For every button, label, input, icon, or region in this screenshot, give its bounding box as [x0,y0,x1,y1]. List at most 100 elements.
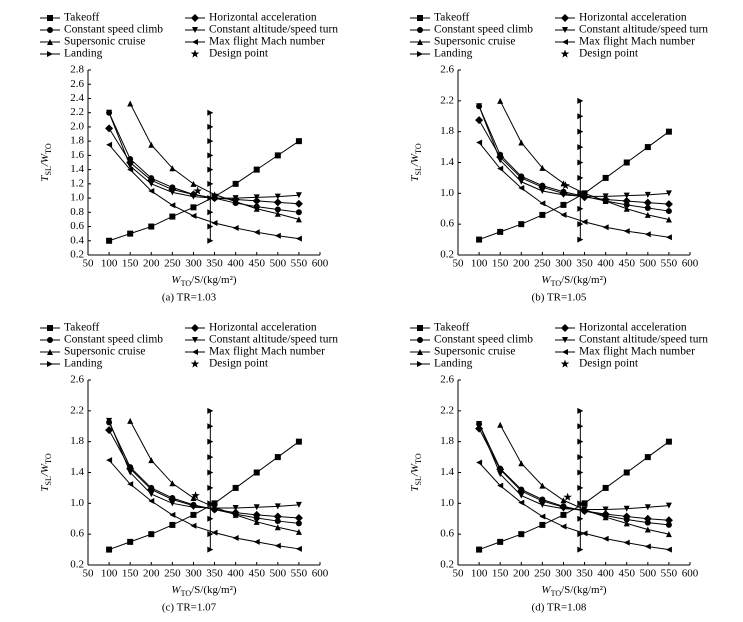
legend-marker [417,349,423,355]
legend-marker [47,27,53,33]
x-tick-label: 400 [227,568,244,580]
point-marker [563,492,572,501]
x-axis-label-part: /S/(kg/m²) [191,274,237,286]
y-tick-label: 2.6 [440,374,454,386]
y-axis-label-part: /W [409,463,421,477]
point-marker [253,229,260,236]
legend-label: Horizontal acceleration [579,12,687,24]
point-marker [665,190,672,197]
point-marker [252,196,261,205]
legend-label: Constant speed climb [434,24,533,36]
point-marker [518,460,525,467]
x-axis-label-part: /S/(kg/m²) [191,584,237,596]
point-marker [476,546,483,553]
point-marker [211,191,218,198]
point-marker [148,457,155,464]
point-marker [665,531,672,538]
point-marker [169,500,176,507]
point-marker [148,491,155,498]
x-tick-label: 50 [453,258,465,270]
legend-marker [47,15,53,21]
legend-marker [561,324,569,332]
point-marker [665,128,672,135]
x-tick-label: 500 [640,258,657,270]
point-marker [295,209,302,216]
point-marker [169,480,176,487]
legend-marker [562,27,568,33]
point-marker [207,531,214,538]
legend-marker [560,49,570,58]
point-marker [207,515,214,522]
x-tick-label: 100 [101,568,118,580]
x-tick-label: 100 [101,258,118,270]
point-marker [644,144,651,151]
point-marker [127,481,134,488]
legend-label: Design point [209,358,269,370]
x-tick-label: 50 [83,568,95,580]
x-tick-label: 250 [534,258,551,270]
point-marker [253,538,260,545]
x-tick-label: 450 [618,258,635,270]
x-tick-label: 400 [597,568,614,580]
point-marker [665,438,672,445]
point-marker [169,521,176,528]
point-marker [623,469,630,476]
legend-marker [47,349,53,355]
point-marker [232,224,239,231]
legend-label: Landing [434,358,473,370]
y-tick-label: 2.4 [70,92,84,104]
point-marker [560,511,567,518]
point-marker [561,181,570,190]
point-marker [207,109,214,116]
y-tick-label: 1.0 [440,187,454,199]
x-tick-label: 450 [248,568,265,580]
series-line [478,441,670,551]
y-axis-label: TSL/WTO [39,453,54,491]
y-axis-label: TSL/WTO [39,143,54,181]
point-marker [207,138,214,145]
legend-marker [417,15,423,21]
point-marker [211,219,218,226]
point-marker [664,516,673,525]
point-marker [476,459,483,466]
y-axis-label-part: /W [39,153,51,167]
legend-label: Constant speed climb [434,334,533,346]
point-marker [476,139,483,146]
legend-label: Horizontal acceleration [209,322,317,334]
series-line [478,428,669,521]
legend-marker [47,361,53,367]
series-line [108,144,299,240]
point-marker [497,538,504,545]
caption: (d) TR=1.08 [532,602,587,614]
point-marker [497,165,504,172]
point-marker [190,511,197,518]
series-line [478,423,669,510]
x-tick-label: 50 [83,258,95,270]
legend-label: Supersonic cruise [434,346,515,358]
legend-label: Horizontal acceleration [209,12,317,24]
point-marker [518,492,525,499]
x-tick-label: 100 [471,568,488,580]
point-marker [295,138,302,145]
point-marker [274,152,281,159]
point-marker [560,523,567,530]
legend-marker [561,14,569,22]
y-axis-label-part: TO [414,453,423,464]
point-marker [577,469,584,476]
point-marker [232,195,239,202]
point-marker [190,204,197,211]
y-tick-label: 2.6 [440,64,454,76]
point-marker [106,109,113,116]
x-tick-label: 550 [291,568,308,580]
point-marker [169,189,176,196]
y-tick-label: 0.6 [70,528,84,540]
y-tick-label: 1.4 [440,156,454,168]
point-marker [497,97,504,104]
point-marker [664,200,673,209]
point-marker [148,531,155,538]
legend-label: Landing [64,48,103,60]
x-axis-label-part: TO [551,589,562,598]
point-marker [106,141,113,148]
y-tick-label: 1.0 [70,497,84,509]
point-marker [644,211,651,218]
